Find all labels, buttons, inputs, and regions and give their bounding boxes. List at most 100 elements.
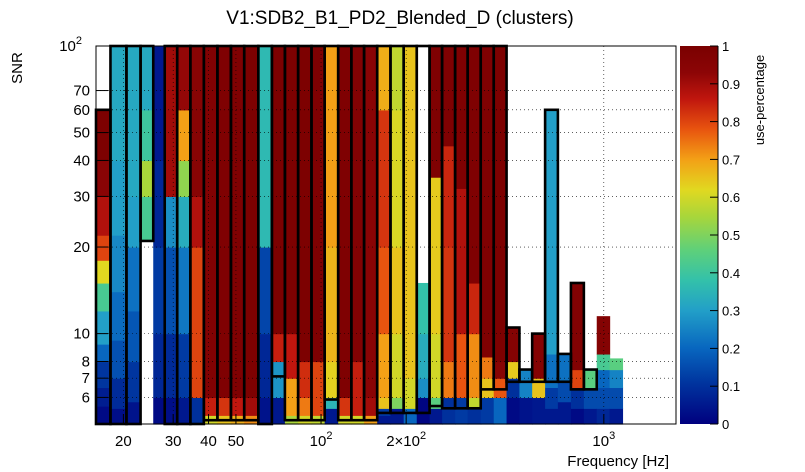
- heatmap-cell: [403, 378, 418, 409]
- heatmap-cell: [190, 196, 205, 248]
- heatmap-cell: [596, 387, 611, 409]
- colorbar-label: use-percentage: [752, 55, 767, 145]
- heatmap-cell: [96, 196, 112, 236]
- heatmap-cell: [429, 397, 443, 409]
- heatmap-cell: [126, 361, 142, 403]
- heatmap-cell: [96, 344, 112, 363]
- heatmap-cell: [519, 369, 533, 399]
- plot-frame: [95, 45, 677, 425]
- heatmap-cell: [609, 387, 624, 409]
- heatmap-cell: [258, 46, 273, 248]
- x-axis-ticks: 20 30 40 50 102 2×102 103: [115, 414, 615, 450]
- heatmap-cell: [570, 408, 585, 425]
- heatmap-cell: [217, 397, 232, 416]
- heatmap-cell: [493, 46, 508, 363]
- heatmap-cell: [442, 361, 456, 399]
- colorbar-tick-label: 0.1: [722, 379, 740, 394]
- colorbar-ticks: 0 0.1 0.2 0.3 0.4 0.5 0.6 0.7 0.8 0.9 1: [710, 39, 740, 432]
- heatmap-cell: [545, 109, 559, 355]
- heatmap-cell: [364, 397, 378, 416]
- heatmap-cell: [467, 333, 482, 399]
- heatmap-cell: [557, 381, 572, 403]
- heatmap-cell: [110, 160, 128, 236]
- heatmap-cells: [96, 46, 624, 425]
- y-tick-label: 8: [82, 353, 90, 370]
- heatmap-cell: [324, 361, 339, 399]
- heatmap-cell: [377, 46, 392, 111]
- heatmap-cell: [126, 46, 142, 197]
- heatmap-cell: [377, 109, 392, 248]
- x-tick-label: 30: [165, 433, 182, 450]
- heatmap-cell: [583, 369, 598, 389]
- heatmap-cell: [532, 333, 546, 379]
- heatmap-cell: [403, 46, 418, 335]
- heatmap-cell: [480, 46, 495, 358]
- heatmap-cell: [390, 109, 405, 248]
- x-tick-label: 40: [200, 433, 217, 450]
- heatmap-cell: [96, 361, 112, 389]
- y-tick-label: 6: [82, 389, 90, 406]
- heatmap-cell: [377, 333, 392, 399]
- colorbar-tick-label: 0.7: [722, 152, 740, 167]
- heatmap-cell: [442, 46, 456, 147]
- y-axis-label: SNR: [9, 52, 26, 84]
- heatmap-cell: [596, 353, 611, 371]
- heatmap-cell: [324, 397, 339, 409]
- heatmap-cell: [532, 378, 546, 399]
- heatmap-cell: [532, 397, 546, 425]
- y-tick-label: 50: [73, 125, 90, 142]
- heatmap-cell: [583, 408, 598, 425]
- heatmap-cell: [557, 401, 572, 425]
- heatmap-cell: [140, 46, 154, 111]
- heatmap-cell: [153, 333, 166, 399]
- y-tick-label: 70: [73, 83, 90, 100]
- heatmap-cell: [153, 247, 166, 335]
- heatmap-cell: [429, 333, 443, 399]
- heatmap-cell: [258, 247, 273, 335]
- heatmap-cell: [311, 361, 326, 416]
- heatmap-cell: [442, 247, 456, 363]
- heatmap-cell: [324, 46, 339, 248]
- heatmap-cell: [190, 46, 205, 197]
- heatmap-cell: [230, 46, 245, 399]
- y-tick-label: 40: [73, 152, 90, 169]
- chart-title: V1:SDB2_B1_PD2_Blended_D (clusters): [226, 8, 573, 29]
- heatmap-cell: [545, 387, 559, 409]
- heatmap-cell: [177, 247, 191, 335]
- heatmap-cell: [416, 378, 431, 399]
- heatmap-cell: [164, 333, 178, 399]
- heatmap-cell: [429, 46, 443, 178]
- x-tick-label: 103: [592, 430, 615, 450]
- heatmap-cell: [377, 247, 392, 335]
- heatmap-cell: [506, 361, 521, 379]
- heatmap-cell: [298, 361, 313, 399]
- heatmap-cell: [519, 397, 533, 425]
- heatmap-cell: [203, 46, 219, 399]
- colorbar-tick-label: 0.2: [722, 341, 740, 356]
- heatmap-cell: [177, 397, 191, 425]
- heatmap-cell: [377, 397, 392, 409]
- heatmap-cell: [258, 397, 273, 425]
- colorbar-tick-label: 0.4: [722, 266, 740, 281]
- heatmap-cell: [271, 46, 286, 335]
- heatmap-cell: [570, 282, 585, 371]
- heatmap-cell: [110, 46, 128, 162]
- heatmap-cell: [177, 109, 191, 162]
- heatmap-cell: [126, 401, 142, 425]
- heatmap-cell: [140, 109, 154, 162]
- heatmap-cell: [284, 46, 299, 335]
- heatmap-cell: [351, 361, 365, 416]
- heatmap-cell: [190, 397, 205, 425]
- heatmap-cell: [126, 247, 142, 312]
- colorbar-tick-label: 0.6: [722, 190, 740, 205]
- heatmap-cell: [110, 378, 128, 409]
- heatmap-cell: [390, 46, 405, 111]
- heatmap-cell: [455, 46, 469, 189]
- heatmap-cell: [390, 397, 405, 409]
- heatmap-cell: [455, 188, 469, 335]
- colorbar-tick-label: 0.3: [722, 304, 740, 319]
- heatmap-cell: [271, 361, 286, 399]
- heatmap-cell: [596, 369, 611, 389]
- heatmap-cell: [244, 397, 259, 416]
- heatmap-cell: [609, 408, 624, 425]
